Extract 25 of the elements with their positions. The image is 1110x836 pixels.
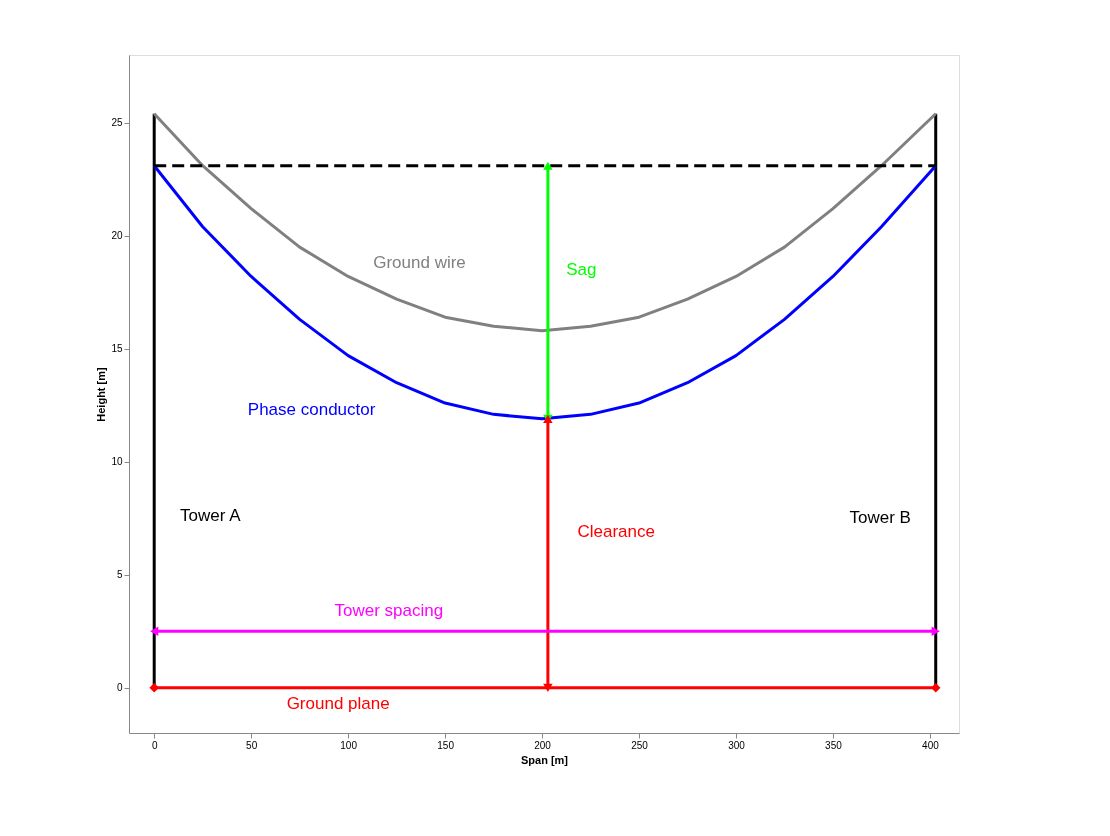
series-label: Ground wire (373, 253, 466, 273)
series-label: Tower B (849, 508, 911, 528)
series-label: Sag (566, 259, 597, 279)
x-tick-label: 0 (151, 739, 158, 751)
series-label: Ground plane (286, 693, 390, 713)
y-tick-label: 0 (116, 682, 123, 694)
x-tick-label: 50 (246, 739, 258, 751)
y-tick-label: 5 (116, 569, 123, 581)
y-axis-title: Height [m] (95, 366, 108, 422)
x-tick-label: 100 (340, 739, 358, 751)
x-tick-label: 250 (631, 739, 649, 751)
x-tick-label: 350 (825, 739, 843, 751)
series-label: Tower A (180, 506, 242, 526)
y-tick-label: 15 (111, 343, 123, 355)
x-tick-label: 200 (534, 739, 552, 751)
x-tick-label: 150 (437, 739, 455, 751)
series-label: Tower spacing (334, 600, 444, 620)
y-tick-label: 10 (111, 456, 123, 468)
y-tick-label: 25 (111, 117, 123, 129)
y-tick-label: 20 (111, 230, 123, 242)
series-label: Clearance (577, 521, 655, 541)
x-tick-label: 300 (728, 739, 746, 751)
x-axis-title: Span [m] (520, 753, 569, 766)
series-label: Phase conductor (247, 399, 376, 419)
x-tick-label: 400 (922, 739, 940, 751)
